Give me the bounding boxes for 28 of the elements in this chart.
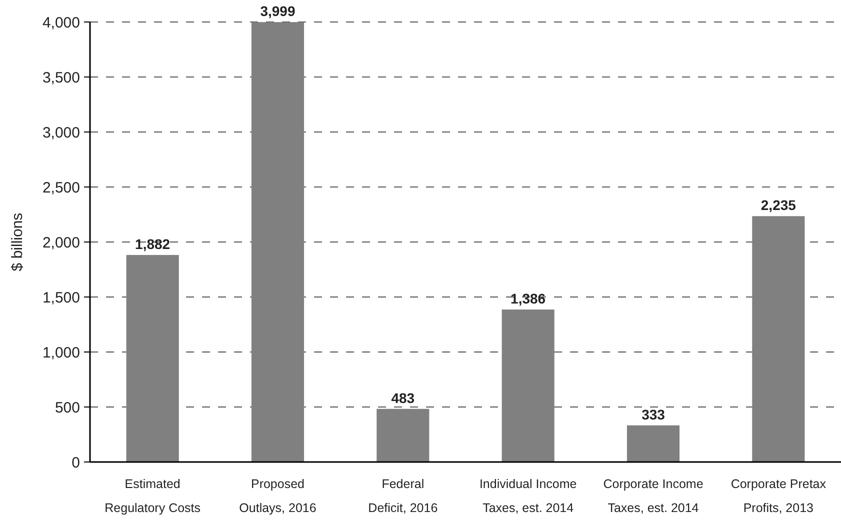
y-axis-title: $ billions bbox=[9, 212, 26, 272]
y-tick-label: 1,500 bbox=[42, 289, 80, 306]
x-tick-label: Federal Deficit, 2016 bbox=[368, 477, 438, 515]
bar bbox=[126, 254, 179, 462]
bar bbox=[251, 22, 304, 462]
x-tick-label: Corporate Pretax Profits, 2013 bbox=[730, 477, 827, 515]
bar bbox=[752, 216, 805, 462]
bar bbox=[376, 408, 430, 462]
data-label: 333 bbox=[642, 406, 666, 422]
data-label: 2,235 bbox=[760, 197, 796, 214]
y-tick-label: 2,000 bbox=[42, 234, 80, 252]
x-tick-label: Estimated Regulatory Costs bbox=[104, 477, 201, 515]
y-tick-label: 1,000 bbox=[42, 344, 80, 362]
y-tick-label: 4,000 bbox=[42, 14, 80, 32]
bar bbox=[502, 310, 554, 462]
data-label: 3,999 bbox=[260, 3, 296, 20]
y-tick-label: 3,000 bbox=[42, 124, 80, 142]
x-tick-label: Corporate Income Taxes, est. 2014 bbox=[603, 477, 704, 515]
y-tick-label: 500 bbox=[54, 399, 80, 416]
data-label: 483 bbox=[391, 390, 415, 406]
data-label: 1,386 bbox=[510, 290, 546, 307]
x-tick-label: Individual Income Taxes, est. 2014 bbox=[479, 477, 577, 515]
y-tick-label: 3,500 bbox=[42, 69, 80, 86]
y-tick-label: 0 bbox=[72, 454, 80, 472]
x-tick-label: Proposed Outlays, 2016 bbox=[239, 477, 316, 515]
bar bbox=[626, 425, 680, 462]
data-label: 1,882 bbox=[135, 236, 170, 252]
y-tick-label: 2,500 bbox=[42, 179, 80, 196]
